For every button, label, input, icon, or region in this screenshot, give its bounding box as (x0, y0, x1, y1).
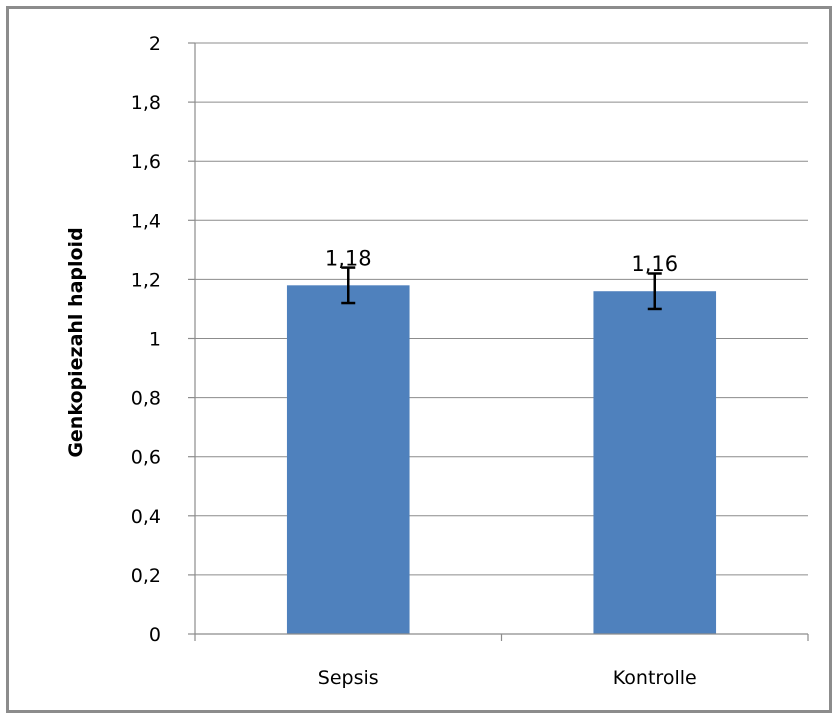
y-tick-label: 0,6 (131, 447, 161, 469)
y-tick-label: 2 (149, 33, 161, 55)
y-tick-label: 1,2 (131, 269, 161, 291)
y-tick-label: 1,6 (131, 151, 161, 173)
y-tick-label: 1 (149, 329, 161, 351)
data-label: 1,18 (325, 246, 372, 270)
y-tick-label: 0 (149, 624, 161, 646)
y-tick-label: 0,8 (131, 388, 161, 410)
x-category-label: Kontrolle (613, 667, 697, 689)
y-tick-label: 1,8 (131, 92, 161, 114)
data-label: 1,16 (631, 252, 678, 276)
bar (593, 291, 717, 634)
labels: 0 0,2 0,4 0,6 0,8 1 1,2 1,4 1,6 1,8 2 1,18 Sepsis 1,1… (131, 33, 697, 689)
y-axis-title: Genkopiezahl haploid (65, 227, 87, 457)
x-category-label: Sepsis (318, 667, 379, 689)
bars (286, 266, 717, 634)
axes (188, 42, 809, 641)
y-tick-label: 1,4 (131, 210, 161, 232)
y-tick-label: 0,4 (131, 506, 161, 528)
bar (286, 285, 410, 634)
y-tick-label: 0,2 (131, 565, 161, 587)
